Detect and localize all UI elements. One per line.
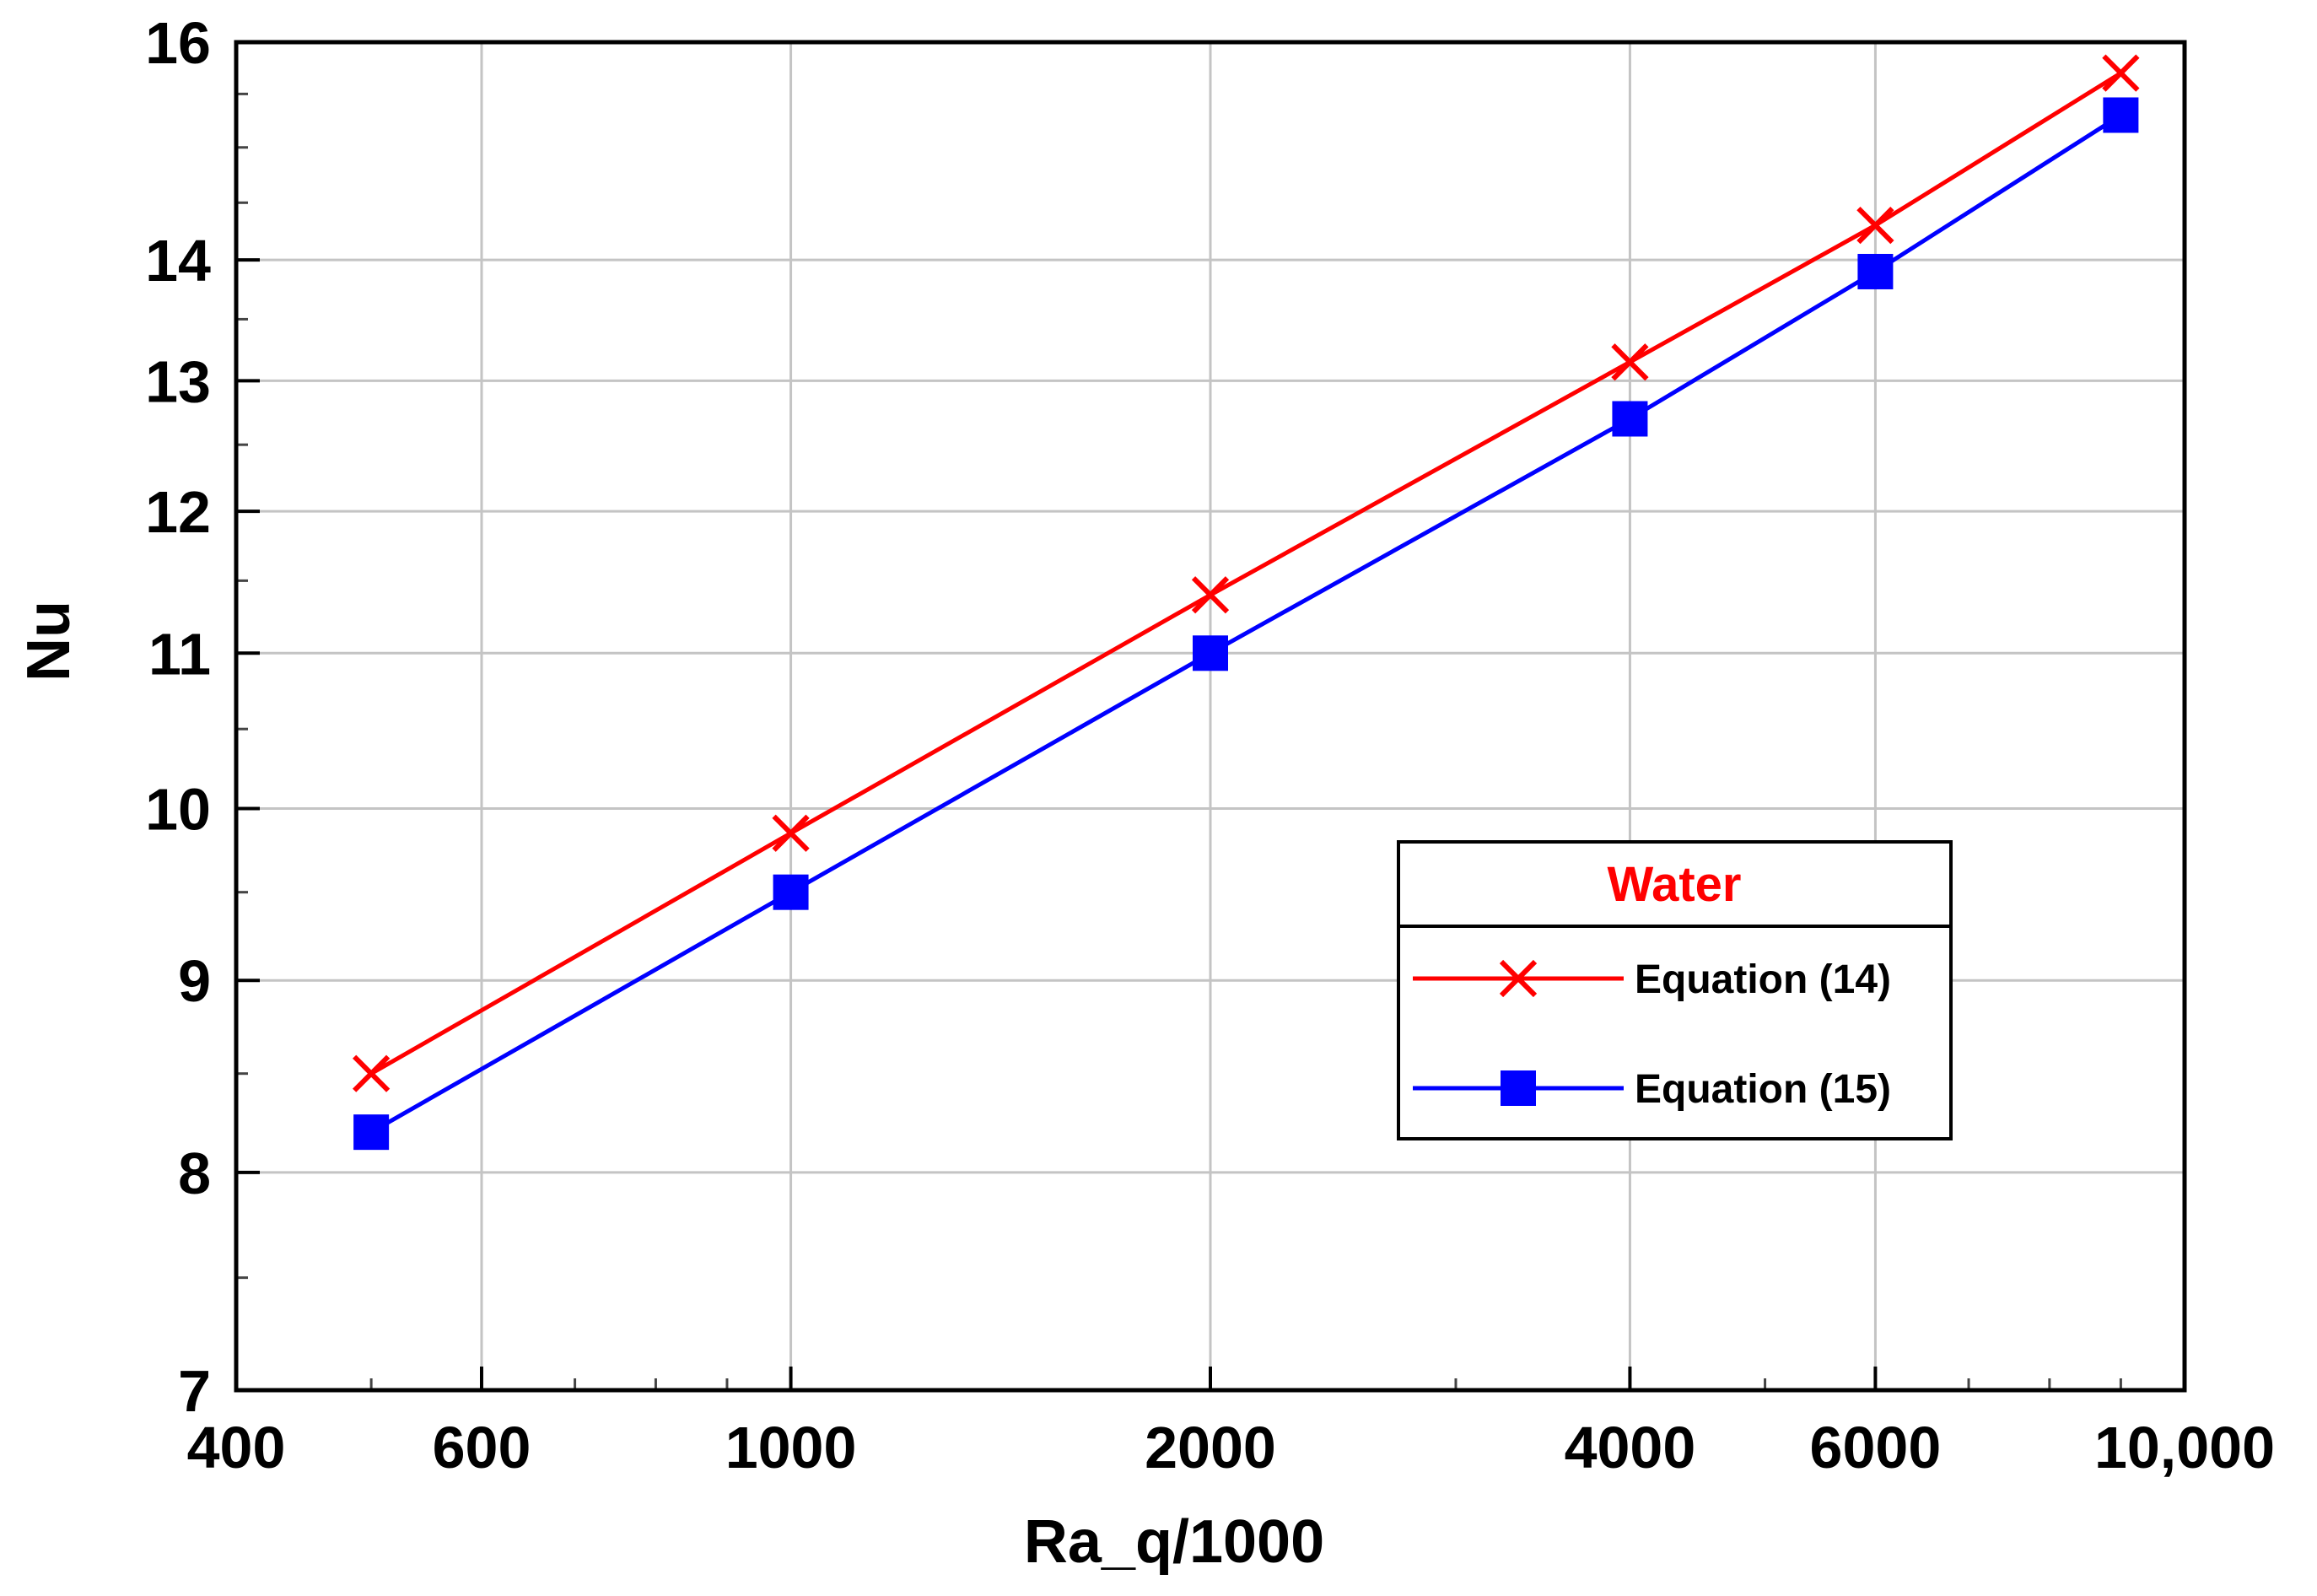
series-line: [369, 113, 2122, 1135]
legend-marker: [1501, 1070, 1536, 1106]
x-tick-label: 400: [187, 1415, 286, 1480]
x-tick-label: 4000: [1565, 1415, 1696, 1480]
x-tick-label: 1000: [725, 1415, 857, 1480]
data-point: [772, 814, 810, 852]
y-tick-label: 11: [148, 621, 211, 687]
data-point: [1857, 253, 1894, 289]
data-point: [773, 874, 809, 910]
major-ticks: [234, 40, 2186, 1392]
x-tick-label: 6000: [1810, 1415, 1942, 1480]
minor-ticks: [236, 92, 2122, 1390]
data-point: [353, 1054, 391, 1092]
legend-label: Equation (14): [1635, 957, 1891, 1002]
x-axis-title: Ra_q/1000: [1024, 1508, 1324, 1576]
y-tick-label: 9: [178, 948, 211, 1014]
y-axis-title: Nu: [15, 601, 83, 682]
data-point: [1191, 576, 1230, 614]
data-point: [1612, 401, 1648, 437]
y-tick-label: 13: [145, 348, 211, 414]
y-tick-label: 12: [145, 479, 211, 545]
y-tick-label: 8: [178, 1140, 211, 1206]
legend-label: Equation (15): [1635, 1067, 1891, 1112]
legend-entry: Equation (15): [1413, 1067, 1891, 1112]
y-tick-label: 10: [145, 777, 211, 843]
series-2: [353, 97, 2139, 1151]
x-tick-label: 600: [433, 1415, 531, 1480]
data-point: [1611, 343, 1649, 381]
x-tick-labels: 400 600 1000 2000 4000 6000 10,000: [187, 1415, 2275, 1480]
y-tick-labels: 7 8 9 10 11 12 13 14 16: [145, 10, 211, 1424]
series-1: [353, 54, 2140, 1092]
legend: Water Equation (14) Equation (15): [1397, 840, 1953, 1140]
data-point: [2102, 54, 2140, 92]
data-point: [2103, 97, 2139, 133]
data-point: [353, 1114, 390, 1151]
y-tick-label: 7: [178, 1358, 211, 1424]
legend-entries: Equation (14) Equation (15): [1413, 957, 1891, 1112]
legend-title: Water: [1608, 857, 1742, 912]
x-tick-label: 10,000: [2094, 1415, 2275, 1480]
series-line: [369, 71, 2122, 1076]
y-tick-label: 16: [145, 10, 211, 76]
data-point: [1856, 207, 1894, 245]
legend-entry: Equation (14): [1413, 957, 1891, 1002]
data-point: [1193, 635, 1228, 671]
legend-marker: [1499, 959, 1538, 998]
y-tick-label: 14: [145, 228, 211, 294]
x-tick-label: 2000: [1145, 1415, 1276, 1480]
series-layer: [353, 54, 2140, 1151]
